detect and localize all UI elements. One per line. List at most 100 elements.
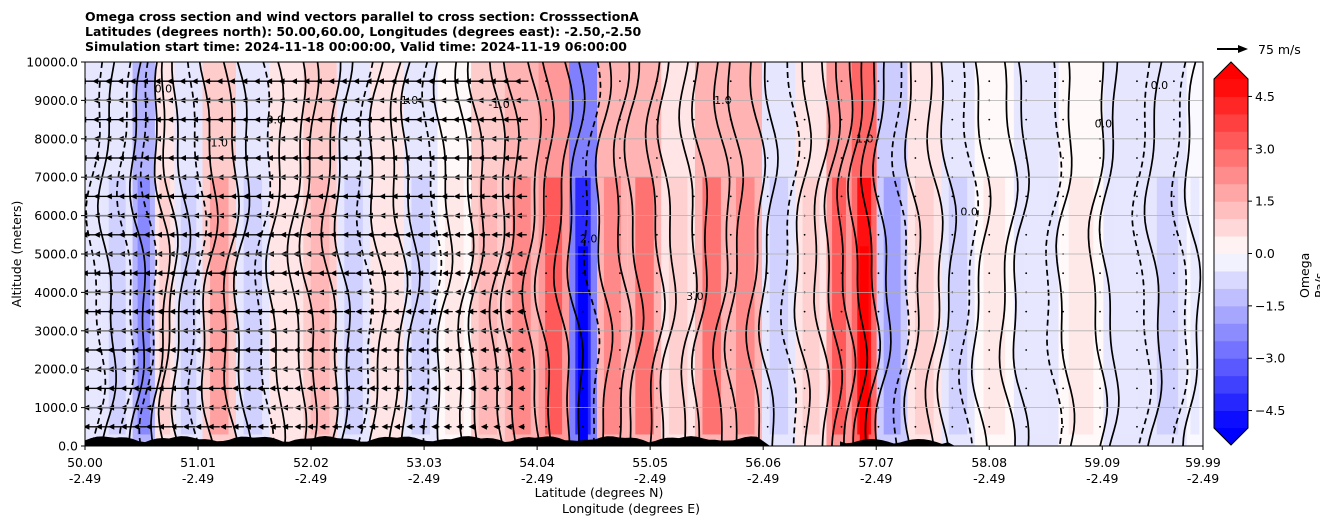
wind-vector-head bbox=[305, 308, 312, 315]
wind-vector bbox=[1136, 310, 1138, 313]
wind-vector bbox=[619, 387, 621, 390]
wind-vector-head bbox=[490, 155, 497, 161]
wind-vector bbox=[655, 349, 658, 351]
wind-vector-head bbox=[440, 78, 447, 85]
wind-vector bbox=[1173, 387, 1175, 390]
wind-vector bbox=[582, 233, 584, 236]
omega-band-core bbox=[736, 177, 755, 435]
wind-vector-head bbox=[489, 78, 496, 85]
wind-vector-head bbox=[465, 116, 472, 123]
wind-vector bbox=[655, 118, 658, 121]
wind-vector-head bbox=[294, 423, 301, 430]
wind-vector bbox=[766, 157, 769, 159]
wind-vector bbox=[692, 233, 695, 236]
wind-vector bbox=[1062, 425, 1065, 428]
contour-label: 0.0 bbox=[155, 83, 173, 96]
wind-vector-head bbox=[254, 193, 261, 200]
wind-vector bbox=[877, 425, 880, 428]
wind-vector-head bbox=[216, 116, 223, 123]
wind-vector bbox=[619, 425, 621, 428]
wind-vector-head bbox=[490, 116, 497, 123]
wind-vector-head bbox=[229, 155, 236, 161]
wind-vector-head bbox=[328, 116, 335, 123]
wind-vector bbox=[951, 80, 954, 83]
wind-vector-head bbox=[354, 231, 361, 238]
wind-vector bbox=[729, 233, 732, 236]
wind-vector-head bbox=[331, 385, 338, 392]
wind-vector-head bbox=[307, 423, 314, 430]
wind-vector-head bbox=[417, 347, 424, 353]
wind-vector-head bbox=[504, 270, 511, 277]
wind-vector-head bbox=[157, 423, 164, 430]
wind-vector-head bbox=[290, 78, 297, 85]
wind-vector bbox=[803, 233, 806, 236]
wind-vector-head bbox=[504, 347, 511, 353]
wind-vector-head bbox=[119, 270, 126, 277]
x-tick-label-lat: 50.00 bbox=[67, 455, 103, 470]
wind-vector-head bbox=[356, 423, 363, 430]
wind-vector bbox=[766, 387, 769, 390]
colorbar-tick-label: 0.0 bbox=[1255, 246, 1275, 261]
wind-vector bbox=[988, 118, 991, 121]
wind-vector-head bbox=[368, 385, 375, 392]
wind-vector-head bbox=[329, 231, 336, 238]
wind-vector bbox=[1099, 233, 1101, 236]
wind-vector-head bbox=[255, 270, 262, 277]
wind-vector-head bbox=[440, 116, 447, 123]
colorbar-segment bbox=[1214, 323, 1248, 342]
wind-vector bbox=[803, 349, 806, 351]
colorbar-segment bbox=[1214, 79, 1248, 97]
wind-vector bbox=[840, 195, 843, 198]
wind-vector-head bbox=[157, 347, 164, 353]
wind-vector-head bbox=[230, 270, 237, 277]
wind-vector-head bbox=[131, 308, 138, 315]
wind-vector-head bbox=[218, 270, 225, 277]
wind-vector-head bbox=[367, 308, 374, 315]
wind-vector-head bbox=[503, 231, 510, 238]
wind-vector-head bbox=[194, 308, 201, 315]
wind-vector bbox=[951, 349, 954, 351]
wind-vector-head bbox=[480, 347, 487, 353]
wind-vector-head bbox=[192, 116, 199, 123]
wind-vector bbox=[545, 272, 547, 275]
wind-vector-head bbox=[204, 78, 211, 85]
x-tick-label-lon: -2.49 bbox=[182, 471, 214, 486]
wind-vector bbox=[1099, 272, 1101, 275]
wind-vector-head bbox=[242, 155, 249, 161]
wind-vector-head bbox=[316, 155, 323, 161]
wind-vector-head bbox=[480, 423, 487, 430]
wind-vector-head bbox=[517, 347, 524, 353]
wind-vector-head bbox=[503, 193, 510, 200]
wind-vector bbox=[1099, 425, 1101, 428]
wind-vector bbox=[1025, 157, 1028, 159]
wind-vector-head bbox=[182, 385, 189, 392]
wind-vector-head bbox=[403, 155, 410, 161]
wind-vector-head bbox=[117, 78, 124, 85]
x-axis-label-lon: Longitude (degrees E) bbox=[562, 501, 700, 516]
colorbar-ticks: 4.5 3.0 1.5 0.0 −1.5 −3.0 −4.5 bbox=[1248, 89, 1285, 418]
chart-title-line-1: Omega cross section and wind vectors par… bbox=[85, 9, 639, 24]
wind-vector-head bbox=[502, 78, 509, 85]
wind-vector bbox=[1173, 195, 1175, 198]
wind-vector-head bbox=[228, 78, 235, 85]
wind-vector-head bbox=[515, 193, 522, 200]
wind-vector-head bbox=[441, 231, 448, 238]
wind-vector bbox=[545, 80, 547, 83]
wind-vector bbox=[619, 157, 621, 159]
wind-vector-head bbox=[105, 155, 112, 161]
wind-vector bbox=[1062, 195, 1065, 198]
wind-vector-head bbox=[206, 270, 213, 277]
wind-vector-head bbox=[478, 231, 485, 238]
x-tick-label-lon: -2.49 bbox=[69, 471, 101, 486]
wind-vector bbox=[1062, 157, 1065, 159]
wind-vector-head bbox=[344, 423, 351, 430]
wind-vector bbox=[1173, 157, 1175, 159]
wind-vector-head bbox=[303, 78, 310, 85]
wind-vector-head bbox=[517, 385, 524, 392]
omega-band-core bbox=[1113, 177, 1139, 435]
x-tick-label-lat: 59.99 bbox=[1185, 455, 1221, 470]
wind-vector-head bbox=[94, 308, 101, 315]
wind-vector-head bbox=[490, 193, 497, 200]
wind-vector-head bbox=[243, 308, 250, 315]
wind-vector-head bbox=[306, 385, 313, 392]
